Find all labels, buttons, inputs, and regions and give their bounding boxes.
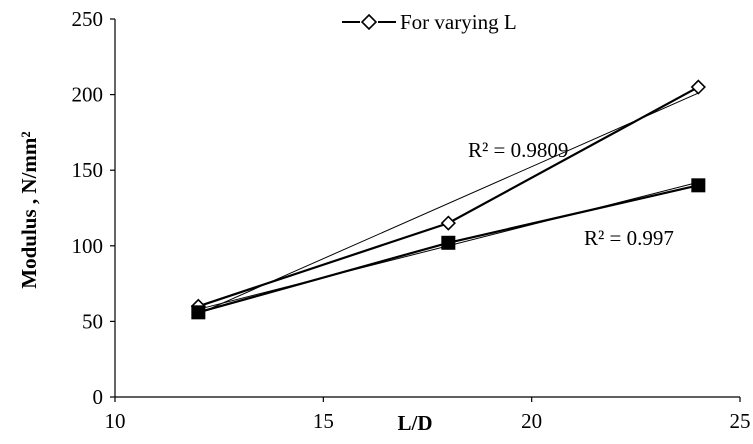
r2-label-1: R² = 0.997 <box>584 226 674 250</box>
r2-labels: R² = 0.9809 R² = 0.997 <box>468 138 674 250</box>
x-tick-label: 25 <box>730 409 751 433</box>
x-axis-title: L/D <box>397 411 432 435</box>
series-line-0 <box>197 86 699 308</box>
legend-entry-label: For varying L <box>400 10 517 34</box>
square-marker <box>441 235 456 250</box>
y-tick-label: 150 <box>72 158 104 182</box>
legend-diamond-marker <box>360 13 378 31</box>
diamond-marker <box>690 79 706 95</box>
y-axis-ticks: 0 50 100 150 200 250 <box>72 7 115 409</box>
square-marker <box>191 305 206 320</box>
data-markers <box>190 79 706 320</box>
x-axis-ticks: 10 15 20 25 <box>105 397 751 433</box>
diamond-marker <box>440 215 456 231</box>
y-tick-label: 50 <box>82 309 103 333</box>
y-tick-label: 0 <box>93 385 104 409</box>
r2-label-0: R² = 0.9809 <box>468 138 568 162</box>
y-tick-label: 100 <box>72 234 104 258</box>
x-tick-label: 10 <box>105 409 126 433</box>
square-marker <box>691 178 706 193</box>
y-tick-label: 250 <box>72 7 104 31</box>
legend: For varying L <box>342 10 517 34</box>
x-tick-label: 15 <box>313 409 334 433</box>
y-axis-title: Modulus , N/mm² <box>17 131 41 288</box>
series-lines <box>197 86 699 314</box>
y-tick-label: 200 <box>72 83 104 107</box>
x-tick-label: 20 <box>521 409 542 433</box>
trendline-0 <box>198 92 699 315</box>
